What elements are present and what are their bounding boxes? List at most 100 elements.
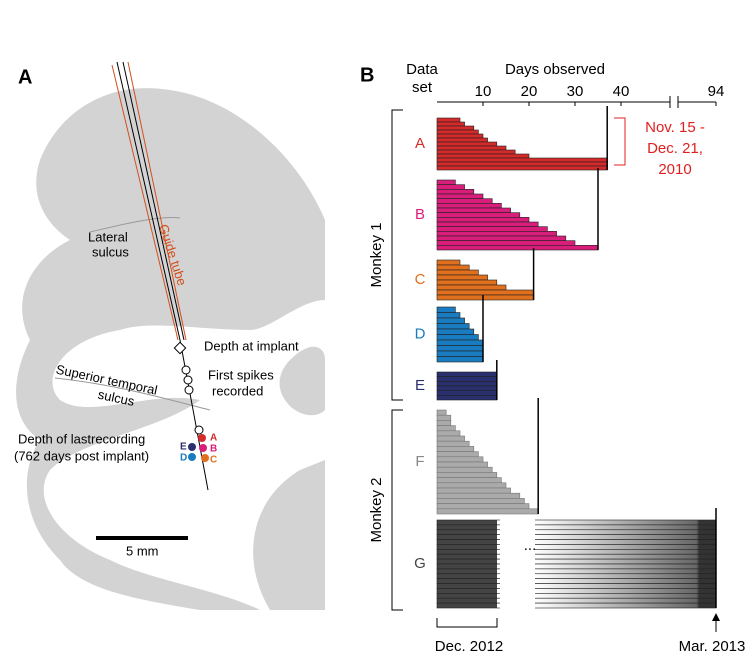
label: First spikes — [208, 367, 274, 382]
bar — [436, 456, 484, 463]
panel-letter: A — [18, 66, 32, 88]
bar — [436, 221, 539, 227]
series-label: B — [415, 206, 425, 223]
bar — [436, 583, 717, 589]
label: recorded — [212, 383, 263, 398]
bar — [436, 141, 498, 147]
bar — [436, 529, 717, 535]
bar — [436, 519, 717, 526]
spike-markers — [181, 365, 204, 435]
bracket — [391, 409, 403, 611]
bar — [436, 207, 511, 213]
bar — [436, 385, 498, 391]
series-label: D — [415, 325, 426, 342]
bar — [436, 294, 534, 301]
bar — [436, 137, 488, 143]
bar — [436, 231, 557, 237]
bar — [436, 549, 717, 555]
bar — [436, 149, 516, 155]
label: Lateral — [88, 229, 128, 244]
guide-tube — [111, 61, 209, 491]
bar — [436, 466, 493, 473]
bar — [436, 240, 576, 246]
bar — [436, 259, 461, 266]
bar — [436, 588, 717, 594]
sulcus-line — [54, 377, 211, 411]
label: Depth of lastrecording — [18, 431, 145, 446]
bar — [436, 133, 484, 139]
bar — [436, 563, 717, 570]
annotation: Dec. 21, — [647, 140, 703, 157]
sulcus-line — [89, 216, 181, 233]
bar — [436, 435, 465, 442]
group-label: Monkey 2 — [368, 477, 385, 542]
series-label: F — [415, 453, 424, 470]
bar — [436, 153, 530, 159]
bar — [436, 339, 484, 346]
bar — [436, 578, 717, 584]
series-label: A — [415, 135, 425, 152]
bar — [436, 306, 456, 313]
bar — [436, 440, 470, 447]
bar — [436, 371, 498, 377]
bar — [436, 198, 493, 204]
bar — [436, 161, 608, 167]
bar — [436, 129, 479, 135]
bar — [436, 179, 456, 185]
bar — [436, 430, 461, 437]
x-tick-label: 40 — [613, 83, 630, 100]
bar — [436, 317, 465, 324]
x-tick-label: 20 — [521, 83, 538, 100]
dot-label: C — [210, 455, 217, 466]
implant-marker — [173, 341, 187, 355]
bar — [436, 145, 507, 151]
bar — [436, 376, 498, 382]
bar — [436, 235, 567, 241]
bar — [436, 184, 465, 190]
x-tick-label: 30 — [567, 83, 584, 100]
bar — [436, 414, 452, 421]
bar — [436, 217, 530, 223]
bracket — [391, 109, 403, 401]
x-tick-label: 10 — [475, 83, 492, 100]
bar — [436, 498, 525, 504]
brain — [16, 88, 326, 610]
recording-dots — [188, 434, 209, 462]
bar — [436, 409, 447, 416]
series-label: C — [415, 271, 426, 288]
label: sulcus — [92, 244, 129, 259]
bar — [436, 117, 461, 123]
bar — [436, 121, 465, 127]
gap-mask — [500, 518, 535, 610]
date-label: Mar. 2013 — [679, 638, 746, 655]
dot-label: B — [210, 444, 217, 455]
annotation: 2010 — [658, 161, 691, 178]
bar — [436, 553, 717, 560]
dot-label: D — [180, 453, 187, 464]
bar — [436, 226, 548, 232]
bar — [436, 451, 479, 458]
bar — [436, 425, 456, 432]
bracket — [436, 618, 498, 628]
bar — [436, 461, 488, 468]
bar — [436, 212, 521, 218]
bar — [436, 602, 717, 609]
bar — [436, 395, 498, 401]
series-label: E — [415, 377, 425, 394]
bar — [436, 492, 521, 499]
label: Depth at implant — [204, 338, 299, 353]
group-label: Monkey 1 — [368, 222, 385, 287]
arrow-head — [712, 613, 720, 621]
bar — [436, 193, 484, 199]
bar — [436, 390, 498, 396]
bar — [436, 328, 475, 335]
bar — [436, 568, 717, 575]
bar — [436, 534, 717, 540]
bar — [436, 524, 717, 531]
bracket — [614, 117, 626, 166]
bar — [436, 284, 507, 291]
date-label: Dec. 2012 — [435, 638, 503, 655]
bar — [436, 446, 475, 452]
bar — [436, 508, 539, 515]
